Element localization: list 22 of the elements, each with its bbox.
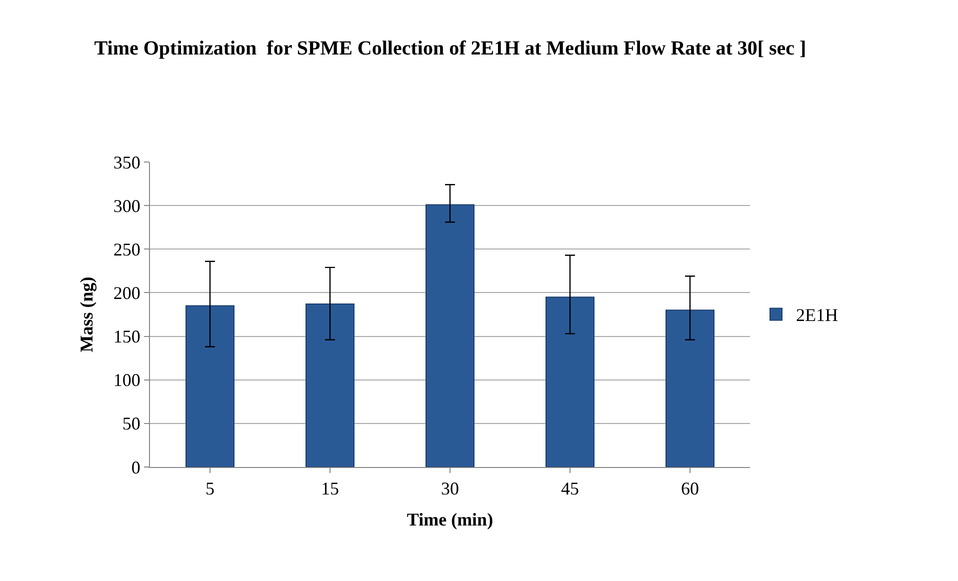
y-tick-label: 100	[113, 370, 140, 390]
bar	[306, 304, 354, 467]
bar	[666, 310, 714, 467]
bar	[546, 296, 594, 467]
x-axis-title: Time (min)	[406, 510, 494, 530]
x-tick-label: 15	[321, 478, 339, 499]
y-tick-label: 200	[113, 283, 140, 304]
x-tick-label: 5	[206, 478, 214, 499]
y-tick-label: 150	[113, 326, 140, 347]
y-tick-label: 50	[122, 414, 140, 434]
y-axis-title: Mass (ng)	[76, 276, 97, 352]
bar	[426, 204, 474, 467]
x-tick-label: 60	[681, 478, 699, 499]
x-tick-label: 45	[561, 478, 579, 499]
y-tick-label: 350	[113, 152, 140, 172]
y-tick-label: 0	[131, 457, 140, 478]
legend-label: 2E1H	[796, 305, 838, 326]
x-tick-label: 30	[441, 478, 459, 499]
y-tick-label: 300	[113, 196, 140, 216]
bar	[186, 305, 234, 467]
chart-title: Time Optimization for SPME Collection of 2E1H at Medium Flow Rate at 30[ sec ]	[94, 38, 806, 60]
y-tick-label: 250	[113, 239, 140, 260]
